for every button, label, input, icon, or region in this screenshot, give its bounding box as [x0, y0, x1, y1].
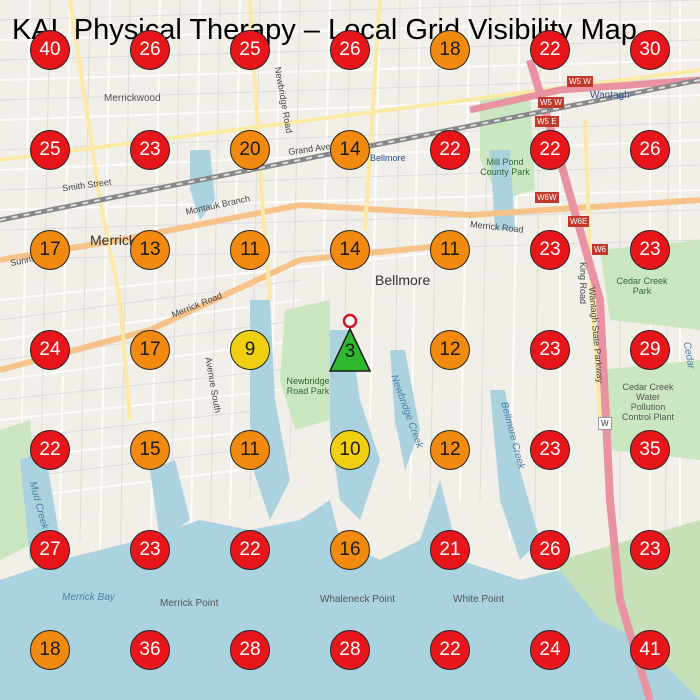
grid-marker-r1-c5[interactable]: 18 [430, 30, 470, 70]
grid-marker-r5-c3[interactable]: 11 [230, 430, 270, 470]
grid-marker-r4-c1[interactable]: 24 [30, 330, 70, 370]
grid-marker-r2-c6[interactable]: 22 [530, 130, 570, 170]
grid-marker-r5-c5[interactable]: 12 [430, 430, 470, 470]
shield-w6: W6 [592, 244, 608, 255]
grid-marker-r7-c1[interactable]: 18 [30, 630, 70, 670]
grid-marker-r5-c7[interactable]: 35 [630, 430, 670, 470]
grid-marker-r2-c5[interactable]: 22 [430, 130, 470, 170]
grid-marker-r2-c3[interactable]: 20 [230, 130, 270, 170]
grid-marker-r6-c7[interactable]: 23 [630, 530, 670, 570]
grid-marker-r6-c3[interactable]: 22 [230, 530, 270, 570]
grid-marker-r2-c2[interactable]: 23 [130, 130, 170, 170]
grid-marker-r1-c4[interactable]: 26 [330, 30, 370, 70]
shield-w6w: W6W [535, 192, 559, 203]
grid-marker-r6-c5[interactable]: 21 [430, 530, 470, 570]
grid-marker-r2-c4[interactable]: 14 [330, 130, 370, 170]
grid-marker-r1-c6[interactable]: 22 [530, 30, 570, 70]
grid-marker-r6-c4[interactable]: 16 [330, 530, 370, 570]
grid-marker-r3-c1[interactable]: 17 [30, 230, 70, 270]
grid-marker-r6-c6[interactable]: 26 [530, 530, 570, 570]
label-white-point: White Point [453, 594, 505, 605]
grid-marker-r5-c1[interactable]: 22 [30, 430, 70, 470]
grid-marker-r4-c5[interactable]: 12 [430, 330, 470, 370]
label-merrickwood: Merrickwood [104, 93, 161, 104]
grid-marker-r2-c7[interactable]: 26 [630, 130, 670, 170]
label-bellmore: Bellmore [375, 272, 431, 288]
grid-marker-r3-c6[interactable]: 23 [530, 230, 570, 270]
shield-w5w-1: W5 W [567, 76, 593, 87]
shield-w6e: W6E [568, 216, 590, 227]
grid-marker-r6-c2[interactable]: 23 [130, 530, 170, 570]
triangle-pin-icon [328, 327, 372, 372]
grid-marker-r1-c2[interactable]: 26 [130, 30, 170, 70]
label-merrick: Merrick [90, 232, 136, 248]
grid-marker-r3-c4[interactable]: 14 [330, 230, 370, 270]
grid-marker-r6-c1[interactable]: 27 [30, 530, 70, 570]
label-whaleneck-point: Whaleneck Point [320, 594, 396, 605]
label-newbridge-road-park: Newbridge Road Park [286, 376, 330, 396]
grid-marker-r1-c1[interactable]: 40 [30, 30, 70, 70]
business-location-marker[interactable]: 3 [328, 312, 372, 374]
grid-marker-r7-c2[interactable]: 36 [130, 630, 170, 670]
label-merrick-bay: Merrick Bay [62, 592, 115, 603]
label-bellmore-station: Bellmore [370, 153, 406, 163]
grid-marker-r7-c3[interactable]: 28 [230, 630, 270, 670]
grid-marker-r5-c2[interactable]: 15 [130, 430, 170, 470]
grid-marker-r2-c1[interactable]: 25 [30, 130, 70, 170]
grid-marker-r4-c7[interactable]: 29 [630, 330, 670, 370]
grid-marker-r4-c3[interactable]: 9 [230, 330, 270, 370]
label-king-road: King Road [578, 261, 589, 305]
label-merrick-point: Merrick Point [160, 598, 219, 609]
grid-marker-r3-c3[interactable]: 11 [230, 230, 270, 270]
label-wantagh: Wantagh [590, 90, 630, 101]
grid-marker-r7-c5[interactable]: 22 [430, 630, 470, 670]
shield-w5e: W5 E [535, 116, 559, 127]
grid-marker-r4-c2[interactable]: 17 [130, 330, 170, 370]
grid-marker-r1-c7[interactable]: 30 [630, 30, 670, 70]
grid-marker-r7-c7[interactable]: 41 [630, 630, 670, 670]
grid-marker-r3-c7[interactable]: 23 [630, 230, 670, 270]
label-cedar-creek-park: Cedar Creek Park [616, 276, 668, 296]
location-pin-icon [342, 313, 358, 329]
label-cedar-creek-plant: Cedar Creek Water Pollution Control Plan… [621, 382, 675, 422]
grid-marker-r3-c5[interactable]: 11 [430, 230, 470, 270]
shield-w: W [598, 417, 612, 430]
grid-marker-r3-c2[interactable]: 13 [130, 230, 170, 270]
grid-marker-r7-c4[interactable]: 28 [330, 630, 370, 670]
grid-marker-r1-c3[interactable]: 25 [230, 30, 270, 70]
grid-marker-r7-c6[interactable]: 24 [530, 630, 570, 670]
grid-marker-r5-c4[interactable]: 10 [330, 430, 370, 470]
shield-w5w-2: W5 W [538, 97, 564, 108]
grid-marker-r5-c6[interactable]: 23 [530, 430, 570, 470]
label-mill-pond-park: Mill Pond County Park [480, 157, 530, 177]
grid-marker-r4-c6[interactable]: 23 [530, 330, 570, 370]
business-rank: 3 [345, 341, 356, 362]
